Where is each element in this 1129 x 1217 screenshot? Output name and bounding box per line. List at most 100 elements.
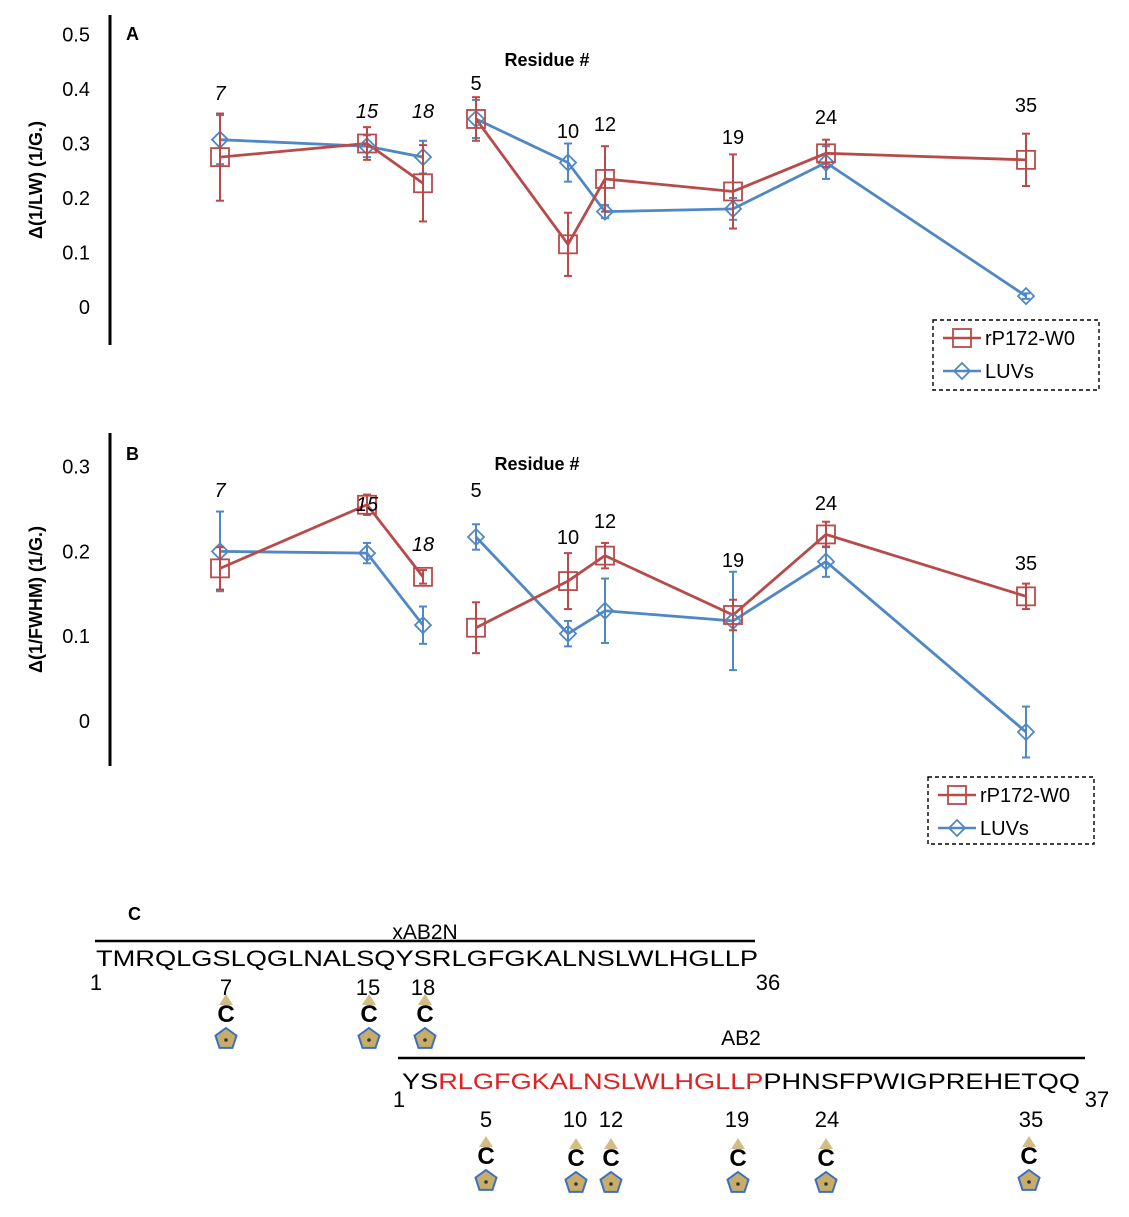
y-tick-label: 0.3 [62, 134, 90, 156]
panel-b-chart: 0 0.1 0.2 0.3 Δ(1/FWHM) (1/G.) B Residue # 7 15 1… [26, 433, 1095, 845]
cys-cap-icon [569, 1138, 583, 1149]
cys-letter: C [360, 1001, 377, 1028]
y-tick-label: 0.1 [62, 243, 90, 265]
cys-letter: C [416, 1001, 433, 1028]
series-line-LUVs [475, 117, 1027, 298]
ab2-start: 1 [393, 1087, 405, 1112]
cys-letter: C [217, 1001, 234, 1028]
residue-label-7: 7 [214, 480, 226, 502]
nitroxide-ring-icon [814, 1170, 838, 1193]
nitroxide-dot-icon [224, 1038, 228, 1042]
cys-letter: C [817, 1145, 834, 1172]
ab2-site-12: 12 [599, 1107, 623, 1132]
cys-cap-icon [479, 1136, 493, 1147]
ab2-seq-prefix: YS [402, 1069, 438, 1094]
series-line-rP172 [474, 118, 1027, 247]
marker-LUVs-5 [466, 527, 486, 547]
y-tick-label: 0.1 [62, 626, 90, 648]
residue-label-19: 19 [722, 550, 744, 572]
marker-rP172-10 [558, 571, 578, 591]
y-tick-label: 0.2 [62, 541, 90, 563]
nitroxide-dot-icon [609, 1182, 613, 1186]
x-axis-title: Residue # [504, 50, 589, 70]
xab2n-start: 1 [90, 970, 102, 995]
legend-label-rP172: rP172-W0 [985, 328, 1075, 350]
residue-label-24: 24 [815, 493, 837, 515]
marker-rP172-15 [357, 133, 377, 154]
ab2-seq-suffix: PHNSFPWIGPREHETQQ [763, 1069, 1080, 1094]
series-line-LUVs [219, 550, 425, 627]
cys-cap-icon [219, 994, 233, 1005]
cys-letter: C [729, 1145, 746, 1172]
nitroxide-dot-icon [484, 1180, 488, 1184]
ab2-site-19: 19 [725, 1107, 749, 1132]
residue-label-18: 18 [412, 101, 434, 123]
residue-label-35: 35 [1015, 553, 1037, 575]
panel-label: A [126, 24, 139, 44]
residue-label-15: 15 [356, 101, 379, 123]
marker-rP172-18 [413, 566, 433, 587]
marker-LUVs-15 [357, 543, 377, 563]
cys-cap-icon [362, 994, 376, 1005]
marker-rP172-18 [413, 173, 433, 194]
legend-marker-LUVs [947, 818, 967, 838]
nitroxide-ring-icon [726, 1170, 750, 1193]
nitroxide-ring-icon [357, 1026, 381, 1049]
nitroxide-dot-icon [367, 1038, 371, 1042]
legend-label-LUVs: LUVs [980, 818, 1029, 840]
residue-label-5: 5 [470, 73, 481, 95]
marker-rP172-24 [816, 143, 836, 164]
residue-label-5: 5 [470, 480, 481, 502]
series-line-rP172 [219, 142, 424, 185]
cys-cap-icon [731, 1138, 745, 1149]
residue-label-24: 24 [815, 107, 837, 129]
marker-rP172-5 [466, 617, 486, 638]
residue-label-35: 35 [1015, 95, 1037, 117]
residue-label-18: 18 [412, 534, 434, 556]
cys-cap-icon [819, 1138, 833, 1149]
xab2n-site-7: 7 [220, 975, 232, 1000]
xab2n-site-18: 18 [411, 975, 435, 1000]
marker-rP172-10 [558, 234, 578, 255]
series-line-LUVs [474, 536, 1027, 734]
y-tick-label: 0.3 [62, 457, 90, 479]
marker-rP172-7 [210, 147, 230, 168]
xab2n-sequence: TMRQLGSLQGLNALSQYSRLGFGKALNSLWLHGLLP [96, 946, 758, 971]
marker-LUVs-10 [558, 624, 578, 643]
nitroxide-ring-icon [474, 1168, 498, 1191]
legend-label-rP172: rP172-W0 [980, 785, 1070, 807]
marker-LUVs-24 [816, 552, 836, 571]
marker-rP172-12 [595, 545, 615, 566]
residue-label-19: 19 [722, 127, 744, 149]
residue-label-10: 10 [557, 121, 579, 143]
legend-marker-rP172 [952, 328, 972, 348]
marker-LUVs-24 [816, 153, 836, 172]
y-tick-label: 0.5 [62, 25, 90, 47]
nitroxide-ring-icon [214, 1026, 238, 1049]
ab2-seq-red: RLGFGKALNSLWLHGLLP [438, 1069, 763, 1094]
cys-letter: C [477, 1143, 494, 1170]
xab2n-name: xAB2N [392, 921, 457, 944]
cys-cap-icon [418, 994, 432, 1005]
marker-LUVs-12 [595, 601, 615, 621]
ab2-site-24: 24 [815, 1107, 839, 1132]
nitroxide-dot-icon [423, 1038, 427, 1042]
residue-label-15: 15 [356, 494, 379, 516]
y-tick-label: 0 [79, 711, 90, 733]
y-axis-title: Δ(1/FWHM) (1/G.) [26, 526, 46, 673]
nitroxide-dot-icon [574, 1182, 578, 1186]
marker-LUVs-18 [413, 615, 433, 635]
legend-marker-rP172 [947, 785, 967, 805]
nitroxide-ring-icon [1017, 1168, 1041, 1191]
panel-label: B [126, 444, 139, 464]
series-line-rP172 [219, 503, 425, 578]
marker-rP172-35 [1016, 149, 1036, 170]
marker-rP172-19 [723, 605, 743, 625]
y-tick-label: 0.2 [62, 188, 90, 210]
cys-cap-icon [1022, 1136, 1036, 1147]
cys-letter: C [602, 1145, 619, 1172]
panel-a-chart: 0 0.1 0.2 0.3 0.4 0.5 Δ(1/LW) (1/G.) A Residue #… [26, 15, 1100, 391]
cys-cap-icon [604, 1138, 618, 1149]
xab2n-end: 36 [756, 970, 780, 995]
